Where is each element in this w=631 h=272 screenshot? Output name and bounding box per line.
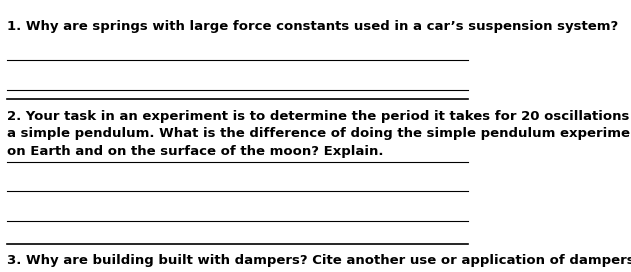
Text: 2. Your task in an experiment is to determine the period it takes for 20 oscilla: 2. Your task in an experiment is to dete… bbox=[7, 110, 631, 158]
Text: 1. Why are springs with large force constants used in a car’s suspension system?: 1. Why are springs with large force cons… bbox=[7, 20, 618, 33]
Text: 3. Why are building built with dampers? Cite another use or application of dampe: 3. Why are building built with dampers? … bbox=[7, 254, 631, 267]
